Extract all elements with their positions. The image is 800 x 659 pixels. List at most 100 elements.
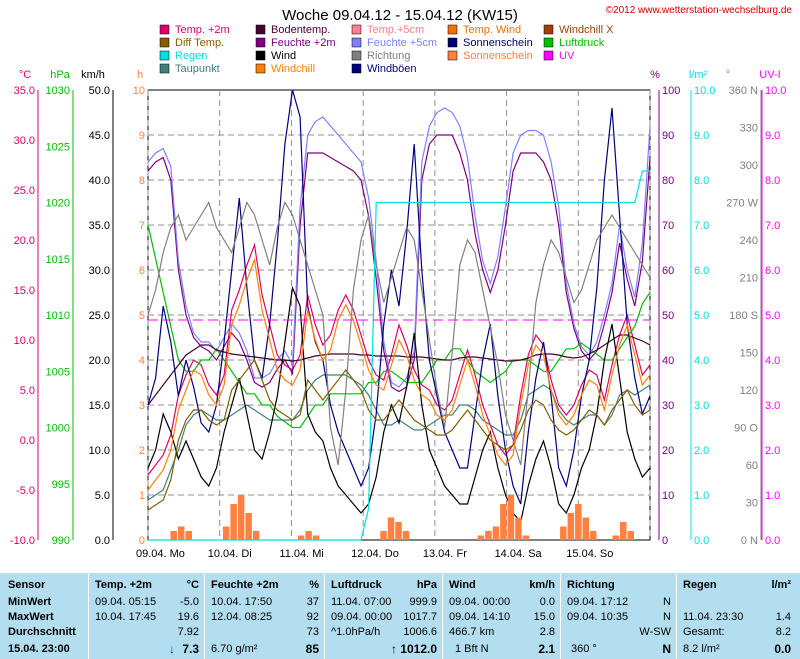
stats-pressure-current: 1012.0 — [400, 642, 437, 656]
axis-2-tick-5: 25.0 — [89, 310, 110, 322]
axis-2-tick-7: 15.0 — [89, 400, 110, 412]
legend-swatch-5 — [159, 37, 170, 48]
axis-6-tick-5: 210 — [740, 273, 758, 285]
series-line-3 — [147, 224, 651, 429]
sunshine-bar-4 — [177, 526, 185, 540]
axis-6-tick-8: 120 — [740, 385, 758, 397]
stats-wind-header: Wind — [449, 579, 476, 591]
x-label-4: 13.04. Fr — [423, 548, 467, 560]
axis-0-tick-4: 15.0 — [14, 285, 35, 297]
stats-temp-max-time: 10.04. 17:45 — [95, 611, 157, 623]
stats-humidity-column: Feuchte +2m % 10.04. 17:50 37 12.04. 08:… — [204, 573, 325, 659]
axis-0-tick-0: 35.0 — [14, 85, 35, 97]
axis-7-tick-10: 0.0 — [765, 535, 780, 547]
axis-6-tick-1: 330 — [740, 123, 758, 135]
stats-wind-beaufort: 1 Bft N — [455, 643, 489, 655]
stats-rain-max-time: 11.04. 23:30 — [683, 611, 744, 623]
legend-label-13: Sonnenschein — [463, 50, 533, 62]
legend-swatch-0 — [159, 24, 170, 35]
axis-2-tick-1: 45.0 — [89, 130, 110, 142]
axis-4-tick-4: 60 — [662, 265, 674, 277]
stats-temp-column: Temp. +2m °C 09.04. 05:15 -5.0 10.04. 17… — [88, 573, 205, 659]
sunshine-bar-49 — [515, 517, 522, 540]
stats-pressure-header: Luftdruck — [331, 579, 382, 591]
legend-swatch-8 — [447, 37, 458, 48]
axis-5-tick-3: 7.0 — [694, 220, 709, 232]
axis-6-tick-11: 30 — [746, 498, 758, 510]
axis-2-tick-0: 50.0 — [89, 85, 110, 97]
legend-swatch-13 — [447, 50, 458, 61]
stats-wind-min-time: 09.04. 00:00 — [449, 596, 511, 608]
axis-0-tick-2: 25.0 — [14, 185, 35, 197]
axis-unit-4: % — [650, 69, 660, 81]
axis-5-tick-7: 3.0 — [694, 400, 709, 412]
axis-5-tick-8: 2.0 — [694, 445, 709, 457]
stats-pressure-min-time: 11.04. 07:00 — [331, 596, 392, 608]
axis-3-tick-2: 8 — [139, 175, 145, 187]
x-label-3: 12.04. Do — [351, 548, 399, 560]
stats-pressure-trend: ^1.0hPa/h — [331, 626, 381, 638]
stats-sensor-column: Sensor MinWert MaxWert Durchschnitt 15.0… — [0, 573, 88, 659]
sunshine-bar-44 — [477, 535, 485, 540]
axis-5-tick-1: 9.0 — [694, 130, 709, 142]
sunshine-bar-12 — [237, 495, 245, 540]
axis-1-tick-4: 1010 — [46, 310, 70, 322]
sunshine-bar-64 — [627, 531, 635, 540]
stats-rain-column: Regen l/m² 11.04. 23:30 1.4 Gesamt: 8.2 … — [676, 573, 800, 659]
sunshine-bar-10 — [222, 526, 230, 540]
trend-up-icon: ↑ — [391, 642, 397, 656]
axis-0-tick-9: -10.0 — [10, 535, 35, 547]
axis-1-tick-7: 995 — [52, 479, 70, 491]
series-line-0 — [147, 242, 651, 476]
axis-unit-5: l/m² — [689, 69, 708, 81]
axis-3-tick-6: 4 — [139, 355, 145, 367]
stats-rain-total: 8.2 — [775, 626, 791, 638]
legend-label-6: Feuchte +2m — [271, 37, 336, 49]
stats-current-time: 15.04. 23:00 — [8, 643, 70, 655]
axis-unit-7: UV-I — [759, 69, 780, 81]
legend-swatch-7 — [351, 37, 362, 48]
stats-wind-max-time: 09.04. 14:10 — [449, 611, 511, 623]
sunshine-bar-5 — [185, 531, 192, 540]
axis-0-tick-5: 10.0 — [14, 335, 35, 347]
sunshine-bar-47 — [500, 504, 507, 540]
stats-temp-min: -5.0 — [180, 596, 199, 608]
axis-1-tick-2: 1020 — [46, 198, 70, 210]
stats-direction-header: Richtung — [567, 579, 615, 591]
stats-max-label: MaxWert — [8, 611, 54, 623]
stats-panel: Sensor MinWert MaxWert Durchschnitt 15.0… — [0, 573, 800, 659]
axis-4-tick-0: 100 — [662, 85, 680, 97]
stats-wind-unit: km/h — [529, 579, 555, 591]
sunshine-bar-13 — [245, 513, 252, 540]
axis-1-tick-0: 1030 — [46, 85, 70, 97]
stats-temp-avg: 7.92 — [177, 626, 199, 638]
stats-rain-unit: l/m² — [771, 579, 791, 591]
axis-0-tick-1: 30.0 — [14, 135, 35, 147]
axis-0-tick-6: 5.0 — [20, 385, 35, 397]
axis-7-tick-1: 9.0 — [765, 130, 780, 142]
stats-humidity-min: 37 — [306, 596, 319, 608]
axis-6-tick-3: 270 W — [726, 198, 758, 210]
legend-swatch-14 — [543, 50, 554, 61]
legend-swatch-10 — [159, 50, 170, 61]
stats-humidity-unit: % — [309, 579, 319, 591]
legend-label-17: Windböen — [367, 63, 417, 75]
stats-temp-max: 19.6 — [177, 611, 199, 623]
legend-label-0: Temp. +2m — [175, 24, 230, 36]
stats-abs-humidity: 6.70 g/m² — [211, 643, 258, 655]
axis-3-tick-5: 5 — [139, 310, 145, 322]
stats-wind-distance: 466.7 km — [449, 626, 495, 638]
legend-label-5: Diff Temp. — [175, 37, 224, 49]
stats-rain-total-label: Gesamt: — [683, 626, 725, 638]
axis-3-tick-3: 7 — [139, 220, 145, 232]
stats-rain-current: 0.0 — [774, 642, 791, 656]
axis-3-tick-7: 3 — [139, 400, 145, 412]
legend-label-1: Bodentemp. — [271, 24, 330, 36]
sunshine-bar-62 — [612, 535, 620, 540]
stats-rain-day: 8.2 l/m² — [683, 643, 720, 655]
axis-2-tick-4: 30.0 — [89, 265, 110, 277]
sunshine-bar-57 — [575, 504, 582, 540]
legend-label-16: Windchill — [271, 63, 315, 75]
axis-4-tick-9: 10 — [662, 490, 674, 502]
sunshine-bar-50 — [522, 535, 530, 540]
